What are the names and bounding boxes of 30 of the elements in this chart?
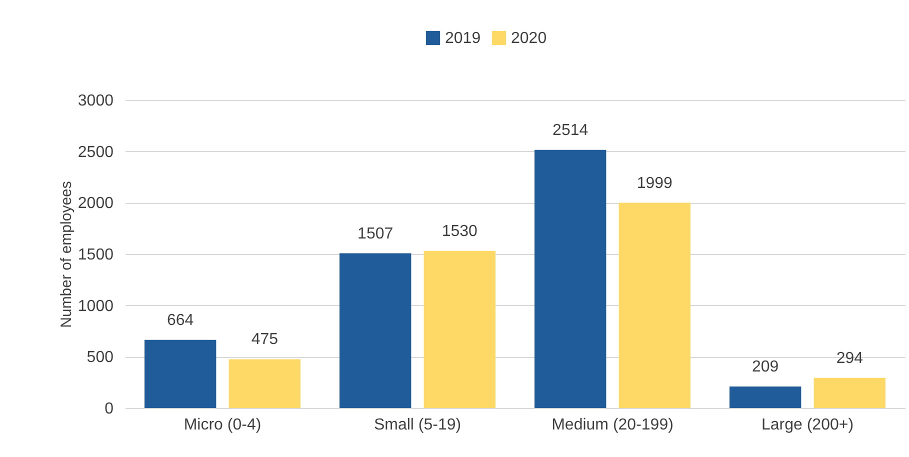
data-label: 209 xyxy=(752,358,779,376)
data-label: 664 xyxy=(166,312,194,329)
bar xyxy=(730,386,802,408)
data-label: 2514 xyxy=(552,122,588,139)
y-tick-label: 0 xyxy=(104,400,114,418)
bar xyxy=(534,150,606,408)
y-tick-label: 2500 xyxy=(78,144,114,161)
bar xyxy=(228,359,300,408)
bar xyxy=(618,202,690,408)
x-tick-label: Micro (0-4) xyxy=(184,416,262,434)
y-axis-title: Number of employees xyxy=(58,181,75,328)
bar xyxy=(144,340,216,408)
y-tick-label: 1500 xyxy=(78,246,114,264)
y-tick-label: 3000 xyxy=(78,92,114,110)
bar xyxy=(340,253,412,408)
x-tick-label: Medium (20-199) xyxy=(552,416,674,434)
y-tick-label: 1000 xyxy=(78,298,114,315)
legend-label: 2020 xyxy=(511,30,547,47)
bar xyxy=(424,250,496,408)
x-tick-label: Large (200+) xyxy=(761,416,854,434)
y-tick-label: 2000 xyxy=(78,195,114,212)
y-tick-label: 500 xyxy=(86,349,114,366)
data-label: 1507 xyxy=(358,225,394,242)
x-tick-label: Small (5-19) xyxy=(374,416,462,434)
data-label: 475 xyxy=(251,331,278,348)
bar xyxy=(814,378,886,408)
data-label: 1999 xyxy=(636,174,673,192)
legend-label: 2019 xyxy=(445,30,481,47)
data-label: 1530 xyxy=(442,222,478,240)
data-label: 294 xyxy=(836,350,864,367)
